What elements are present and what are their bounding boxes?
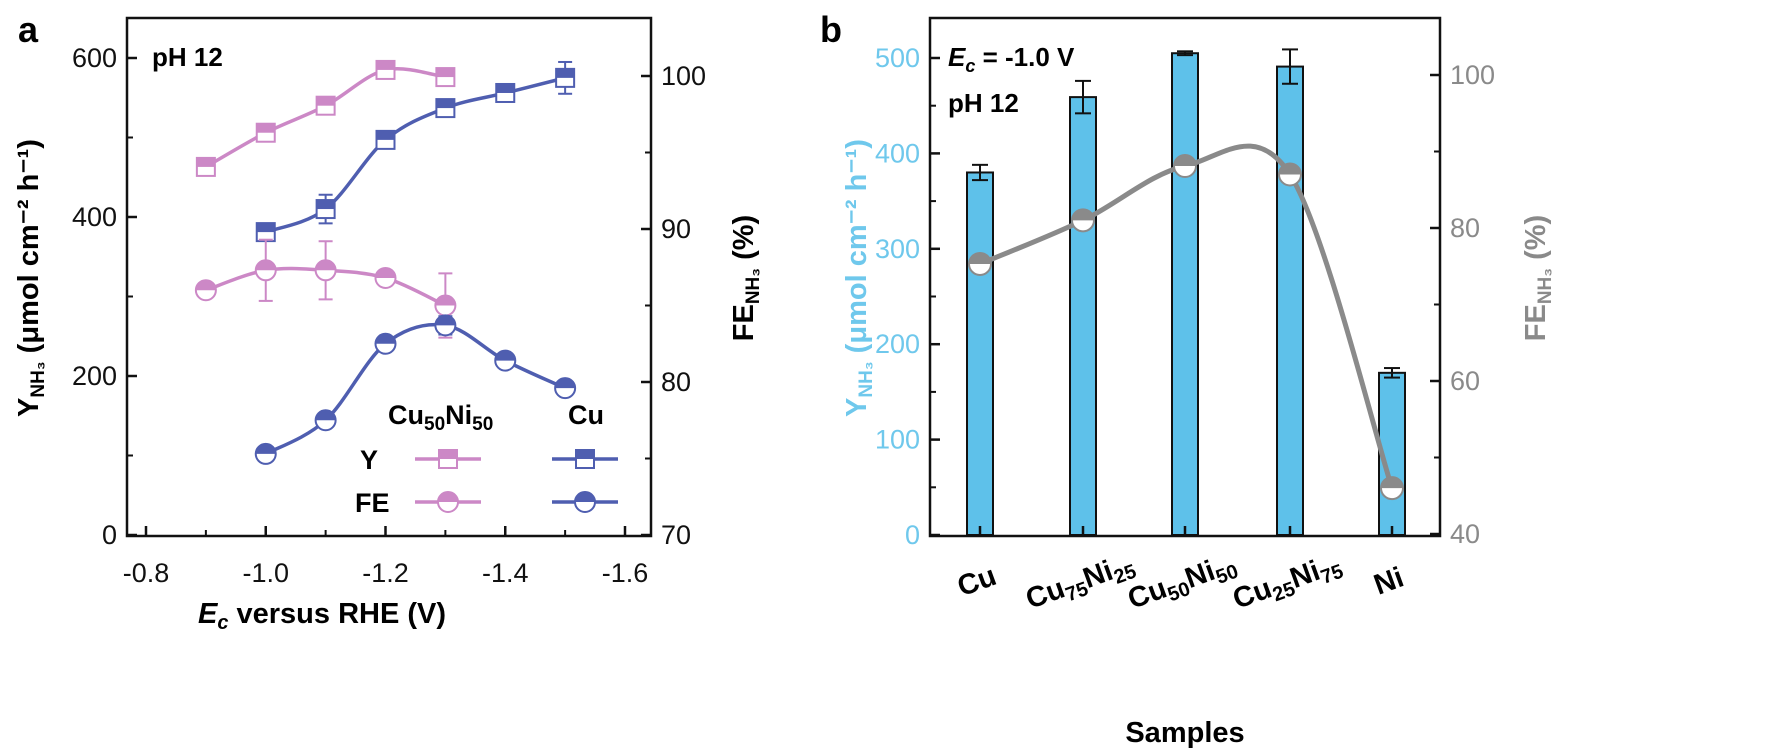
- data-point-circle-fill: [495, 350, 516, 361]
- panel-b-label: b: [820, 9, 842, 50]
- left-y-tick-label: 300: [875, 234, 920, 264]
- data-point-square-fill: [496, 83, 515, 93]
- data-point-square-fill: [376, 60, 395, 70]
- panel-a-left-y-ticks: 0 200 400 600: [72, 43, 137, 550]
- x-tick-label: -1.2: [362, 558, 409, 588]
- data-point-circle-fill: [555, 378, 576, 389]
- data-point-circle-fill: [315, 410, 336, 421]
- panel-b: b Ec = -1.0 V pH 12 0 100 200 300 400 500 40 6…: [820, 9, 1556, 749]
- panel-a-label: a: [18, 9, 39, 50]
- panel-b-right-y-ticks: 40 60 80 100: [1430, 60, 1495, 549]
- data-point-square-fill: [316, 200, 335, 210]
- bar-3: [1171, 52, 1199, 536]
- legend-circle-fill: [438, 492, 458, 502]
- right-y-tick-label: 70: [661, 520, 691, 550]
- panel-a-x-ticks: -0.8 -1.0 -1.2 -1.4 -1.6: [123, 526, 649, 588]
- fe-line: [979, 143, 1395, 489]
- data-point-square-fill: [256, 123, 275, 133]
- legend-square-fill: [439, 450, 457, 459]
- x-tick-label: Cu: [953, 560, 1000, 603]
- data-point-square-fill: [436, 68, 455, 78]
- left-y-tick-label: 200: [875, 329, 920, 359]
- data-point-square-fill: [196, 157, 215, 167]
- panel-b-annotation-potential: Ec = -1.0 V: [948, 42, 1075, 76]
- left-y-tick-label: 400: [72, 202, 117, 232]
- fe-point-fill: [1072, 209, 1094, 221]
- fe-point-fill: [1279, 163, 1301, 175]
- data-point-circle-fill: [375, 333, 396, 344]
- data-point-circle-fill: [375, 267, 396, 278]
- panel-b-left-y-axis-title: YNH₃ (μmol cm⁻² h⁻¹): [841, 139, 877, 417]
- bar-2: [1069, 96, 1097, 536]
- right-y-tick-label: 40: [1450, 519, 1480, 549]
- data-point-square-fill: [376, 130, 395, 140]
- left-y-tick-label: 600: [72, 43, 117, 73]
- x-tick-label: -1.4: [482, 558, 529, 588]
- x-tick-label: Cu50Ni50: [1124, 547, 1242, 619]
- x-tick-label: -1.0: [242, 558, 289, 588]
- right-y-tick-label: 60: [1450, 366, 1480, 396]
- panel-b-right-y-axis-title: FENH₃ (%): [1520, 215, 1556, 341]
- panel-a-x-axis-title: Ec versus RHE (V): [198, 598, 446, 634]
- data-point-circle-fill: [255, 443, 276, 454]
- legend-header-cu: Cu: [568, 400, 604, 430]
- legend-square-fill: [576, 450, 594, 459]
- series-line-3: [264, 323, 566, 456]
- legend-markers: [415, 449, 618, 513]
- data-point-circle-fill: [435, 315, 456, 326]
- panel-a-right-y-axis-title: FENH₃ (%): [728, 215, 764, 341]
- data-point-square-fill: [316, 96, 335, 106]
- x-tick-label: -0.8: [123, 558, 170, 588]
- panel-b-annotation-ph: pH 12: [948, 88, 1019, 118]
- left-y-tick-label: 500: [875, 43, 920, 73]
- x-tick-label: Ni: [1370, 562, 1408, 602]
- bar-1: [966, 171, 994, 536]
- panel-a: a pH 12 -0.8 -1.0 -1.2 -1.4 -1.6 0200400600 …: [13, 9, 764, 634]
- left-y-tick-label: 0: [102, 520, 117, 550]
- data-point-circle-fill: [255, 260, 276, 271]
- left-y-tick-label: 0: [905, 520, 920, 550]
- panel-a-annotation: pH 12: [152, 42, 223, 72]
- right-y-tick-label: 80: [661, 367, 691, 397]
- left-y-tick-label: 400: [875, 138, 920, 168]
- bar-4: [1276, 65, 1304, 536]
- panel-b-bars: [966, 48, 1406, 536]
- panel-a-plot-frame: [125, 16, 653, 538]
- right-y-tick-label: 100: [1450, 60, 1495, 90]
- series-line-1: [265, 76, 566, 234]
- left-y-tick-label: 200: [72, 361, 117, 391]
- series-line-0: [205, 67, 446, 169]
- x-tick-label: Cu75Ni25: [1022, 547, 1140, 619]
- data-point-circle-fill: [195, 280, 216, 291]
- legend-circle-fill: [575, 492, 595, 502]
- x-tick-label: -1.6: [602, 558, 649, 588]
- panel-a-right-y-ticks: 70 80 90 100: [641, 61, 706, 550]
- data-point-square-fill: [256, 223, 275, 233]
- fe-point-fill: [1174, 155, 1196, 167]
- panel-a-legend: Cu50Ni50 Cu Y FE: [355, 400, 618, 518]
- right-y-tick-label: 90: [661, 214, 691, 244]
- legend-header-cu50ni50: Cu50Ni50: [388, 400, 493, 435]
- panel-a-series: [194, 59, 577, 465]
- data-point-square-fill: [436, 99, 455, 109]
- legend-row-fe-label: FE: [355, 488, 390, 518]
- data-point-circle-fill: [435, 295, 456, 306]
- data-point-square-fill: [556, 68, 575, 78]
- panel-b-fe-line: [968, 143, 1404, 501]
- fe-point-fill: [969, 252, 991, 264]
- legend-row-y-label: Y: [360, 445, 378, 475]
- x-tick-label: Cu25Ni75: [1229, 547, 1347, 619]
- panel-b-left-y-ticks: 0 100 200 300 400 500: [875, 43, 940, 550]
- panel-a-left-y-axis-title: YNH₃ (μmol cm⁻² h⁻¹): [13, 139, 49, 417]
- left-y-tick-label: 100: [875, 425, 920, 455]
- right-y-tick-label: 80: [1450, 213, 1480, 243]
- right-y-tick-label: 100: [661, 61, 706, 91]
- data-point-circle-fill: [315, 260, 336, 271]
- fe-point-fill: [1381, 477, 1403, 489]
- panel-b-x-axis-title: Samples: [1125, 717, 1244, 749]
